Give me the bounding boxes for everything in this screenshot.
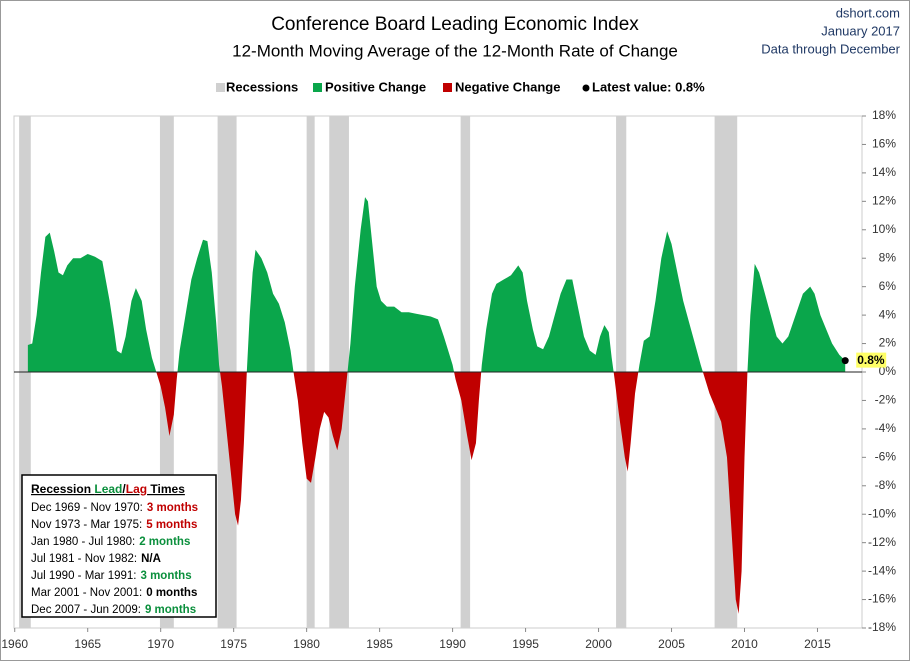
x-tick-label: 2015 — [804, 637, 831, 651]
box-period: Nov 1973 - Mar 1975: — [31, 519, 142, 531]
chart-title: Conference Board Leading Economic Index — [271, 14, 639, 35]
y-tick-label: -8% — [875, 478, 897, 492]
legend-swatch — [313, 83, 322, 92]
x-tick-label: 2000 — [585, 637, 612, 651]
box-row: Jul 1981 - Nov 1982: N/A — [31, 553, 161, 565]
x-tick-label: 1985 — [366, 637, 393, 651]
source: Data through December — [761, 41, 900, 56]
y-tick-label: 14% — [872, 165, 896, 179]
y-tick-label: -4% — [875, 421, 897, 435]
box-title-part: / — [122, 482, 126, 496]
box-row: Jul 1990 - Mar 1991: 3 months — [31, 570, 192, 582]
box-lead: N/A — [141, 553, 161, 565]
box-lead: 3 months — [140, 570, 191, 582]
box-title: Recession Lead/Lag Times — [31, 482, 185, 496]
x-tick-label: 1990 — [439, 637, 466, 651]
box-row: Mar 2001 - Nov 2001: 0 months — [31, 587, 197, 599]
y-tick-label: 0% — [879, 364, 897, 378]
y-tick-label: 4% — [879, 307, 897, 321]
box-lead: 3 months — [147, 502, 198, 514]
legend-swatch — [216, 83, 225, 92]
x-tick-label: 2010 — [731, 637, 758, 651]
box-row: Dec 1969 - Nov 1970: 3 months — [31, 502, 198, 514]
x-tick-label: 1975 — [220, 637, 247, 651]
legend-label: Negative Change — [455, 79, 560, 94]
legend-swatch — [443, 83, 452, 92]
box-lead: 2 months — [139, 536, 190, 548]
legend-label: Positive Change — [325, 79, 426, 94]
y-tick-label: 6% — [879, 279, 897, 293]
chart-subtitle: 12-Month Moving Average of the 12-Month … — [232, 41, 678, 60]
y-tick-label: 8% — [879, 250, 897, 264]
y-tick-label: 16% — [872, 137, 896, 151]
x-tick-label: 1965 — [74, 637, 101, 651]
x-tick-label: 1970 — [147, 637, 174, 651]
box-period: Mar 2001 - Nov 2001: — [31, 587, 142, 599]
y-tick-label: -10% — [868, 506, 896, 520]
box-row: Jan 1980 - Jul 1980: 2 months — [31, 536, 190, 548]
box-period: Jul 1990 - Mar 1991: — [31, 570, 136, 582]
source: January 2017 — [821, 23, 900, 38]
y-tick-label: 18% — [872, 108, 896, 122]
y-tick-label: -14% — [868, 563, 896, 577]
source: dshort.com — [836, 5, 900, 20]
box-row: Dec 2007 - Jun 2009: 9 months — [31, 604, 196, 616]
box-title-part: Recession — [31, 482, 94, 496]
legend-label: Recessions — [226, 79, 298, 94]
box-period: Jan 1980 - Jul 1980: — [31, 536, 135, 548]
y-tick-label: -18% — [868, 620, 896, 634]
box-period: Dec 1969 - Nov 1970: — [31, 502, 143, 514]
x-tick-label: 2005 — [658, 637, 685, 651]
latest-label-bg — [856, 352, 887, 368]
box-lead: 9 months — [145, 604, 196, 616]
box-title-part: Times — [147, 482, 185, 496]
box-period: Jul 1981 - Nov 1982: — [31, 553, 137, 565]
y-tick-label: 2% — [879, 336, 897, 350]
y-tick-label: -2% — [875, 393, 897, 407]
annotation-box — [21, 474, 217, 618]
box-period: Dec 2007 - Jun 2009: — [31, 604, 141, 616]
y-tick-label: 12% — [872, 194, 896, 208]
box-lead: 0 months — [146, 587, 197, 599]
legend-swatch — [582, 84, 590, 92]
latest-label: 0.8% — [857, 353, 885, 367]
x-tick-label: 1995 — [512, 637, 539, 651]
y-tick-label: -12% — [868, 535, 896, 549]
x-tick-label: 1960 — [1, 637, 28, 651]
box-title-part: Lead — [94, 482, 122, 496]
x-tick-label: 1980 — [293, 637, 320, 651]
y-tick-label: -16% — [868, 592, 896, 606]
box-title-part: Lag — [126, 482, 147, 496]
legend-label: Latest value: 0.8% — [592, 79, 705, 94]
box-row: Nov 1973 - Mar 1975: 5 months — [31, 519, 197, 531]
y-tick-label: -6% — [875, 450, 897, 464]
box-lead: 5 months — [146, 519, 197, 531]
latest-point — [841, 357, 849, 365]
y-tick-label: 10% — [872, 222, 896, 236]
